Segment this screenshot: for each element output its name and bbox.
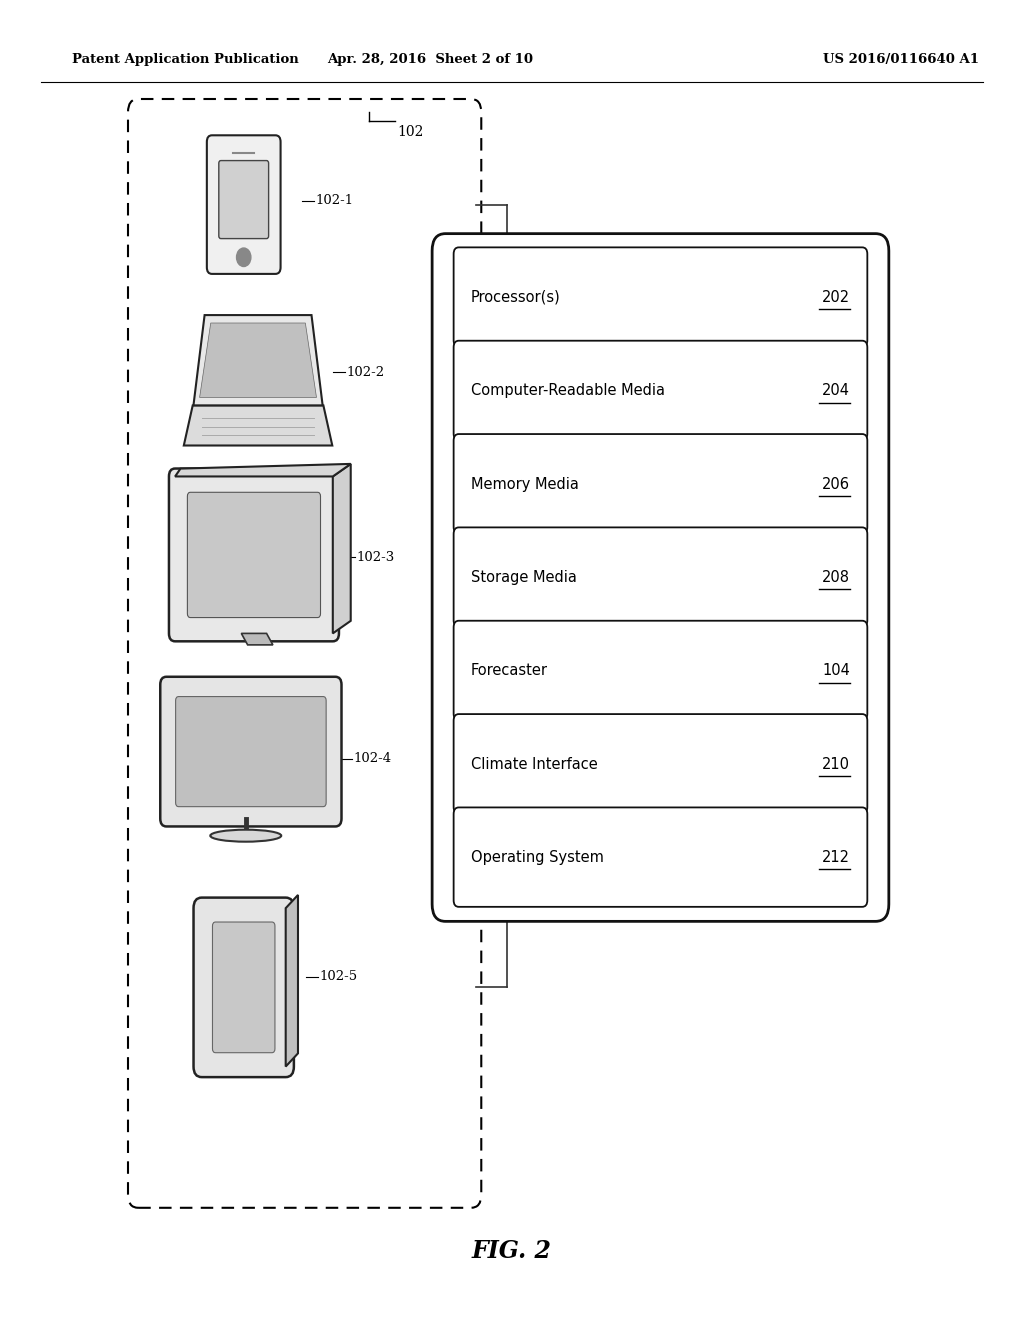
Text: 102-2: 102-2	[346, 366, 384, 379]
FancyBboxPatch shape	[160, 677, 342, 826]
Text: FIG. 2: FIG. 2	[472, 1239, 552, 1263]
FancyBboxPatch shape	[454, 808, 867, 907]
Text: Forecaster: Forecaster	[471, 664, 548, 678]
Text: Patent Application Publication: Patent Application Publication	[72, 53, 298, 66]
Text: Operating System: Operating System	[471, 850, 604, 865]
Polygon shape	[200, 323, 316, 397]
FancyBboxPatch shape	[454, 247, 867, 347]
Text: 102-3: 102-3	[356, 550, 394, 564]
FancyBboxPatch shape	[432, 234, 889, 921]
FancyBboxPatch shape	[454, 714, 867, 813]
FancyBboxPatch shape	[212, 921, 274, 1053]
Text: Climate Interface: Climate Interface	[471, 756, 598, 772]
FancyBboxPatch shape	[207, 135, 281, 275]
Polygon shape	[194, 315, 323, 405]
Text: Apr. 28, 2016  Sheet 2 of 10: Apr. 28, 2016 Sheet 2 of 10	[327, 53, 534, 66]
FancyBboxPatch shape	[219, 161, 268, 239]
Circle shape	[237, 248, 251, 267]
Text: 206: 206	[822, 477, 850, 491]
Text: 102: 102	[397, 125, 424, 139]
FancyBboxPatch shape	[454, 528, 867, 627]
Text: 210: 210	[822, 756, 850, 772]
Text: Storage Media: Storage Media	[471, 570, 577, 585]
FancyBboxPatch shape	[454, 434, 867, 533]
FancyBboxPatch shape	[187, 492, 321, 618]
Text: 102-4: 102-4	[353, 752, 391, 766]
Polygon shape	[175, 463, 350, 477]
FancyBboxPatch shape	[176, 697, 326, 807]
Text: 102-5: 102-5	[319, 970, 357, 983]
Text: Memory Media: Memory Media	[471, 477, 579, 491]
FancyBboxPatch shape	[194, 898, 294, 1077]
Polygon shape	[286, 895, 298, 1067]
Text: US 2016/0116640 A1: US 2016/0116640 A1	[823, 53, 979, 66]
Text: 202: 202	[822, 290, 850, 305]
Text: 208: 208	[822, 570, 850, 585]
Text: Processor(s): Processor(s)	[471, 290, 561, 305]
Text: 104: 104	[822, 664, 850, 678]
FancyBboxPatch shape	[454, 341, 867, 440]
Ellipse shape	[210, 830, 282, 842]
Text: 204: 204	[822, 383, 850, 399]
FancyBboxPatch shape	[454, 620, 867, 721]
FancyBboxPatch shape	[169, 469, 339, 642]
Text: Computer-Readable Media: Computer-Readable Media	[471, 383, 665, 399]
Text: 102-1: 102-1	[315, 194, 353, 207]
Polygon shape	[333, 463, 350, 634]
Polygon shape	[184, 405, 332, 446]
Text: 212: 212	[822, 850, 850, 865]
Polygon shape	[242, 634, 272, 645]
